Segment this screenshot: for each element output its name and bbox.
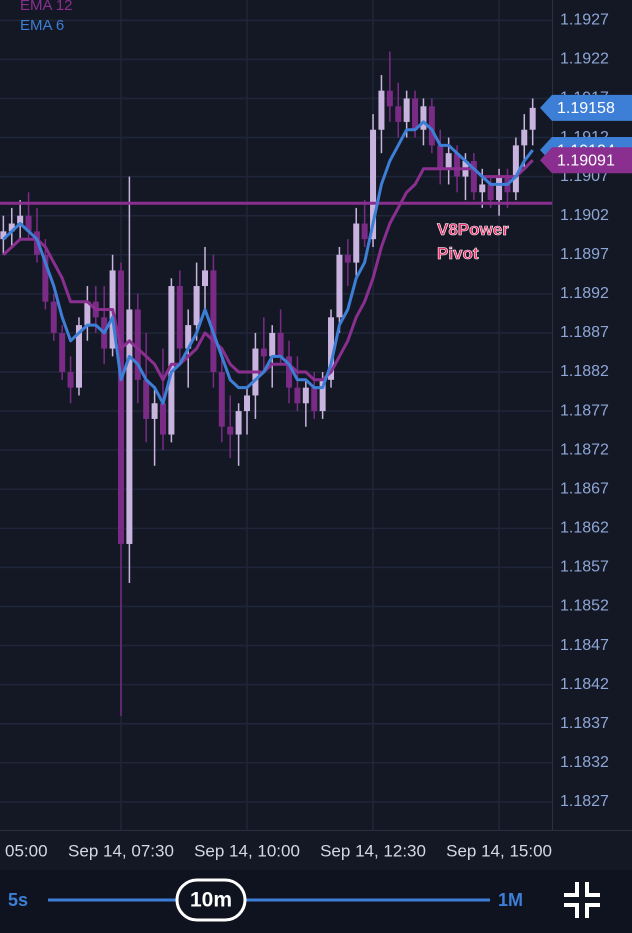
candle-body [454, 153, 461, 177]
candle-body [193, 286, 200, 326]
candle-body [269, 332, 276, 357]
y-tick-label: 1.1872 [560, 441, 609, 458]
candle-body [378, 90, 385, 130]
candle-body [75, 325, 82, 388]
y-tick-label: 1.1837 [560, 715, 609, 732]
candle-body [328, 317, 335, 380]
candle-body [403, 98, 410, 122]
timeframe-thumb[interactable] [175, 878, 247, 922]
candle-body [437, 145, 444, 169]
timeframe-selected[interactable]: 10m [190, 889, 232, 912]
candle-body [210, 270, 217, 373]
candle-body [386, 90, 393, 107]
candle-body [67, 372, 74, 388]
x-tick-label: Sep 14, 07:30 [68, 841, 174, 860]
candle-body [134, 309, 141, 380]
candle-body [370, 129, 377, 240]
candle-body [176, 286, 183, 349]
y-tick-label: 1.1832 [560, 754, 609, 771]
candle-body [42, 254, 49, 302]
candle-body [227, 426, 234, 435]
candle-body [521, 129, 528, 146]
candle-body [143, 379, 150, 419]
candle-body [496, 176, 503, 201]
y-tick-label: 1.1927 [560, 12, 609, 29]
candle-body [50, 301, 57, 333]
pivot-label: V8Power Pivot [437, 221, 509, 264]
ema12-tag: 1.19091 [557, 152, 615, 169]
y-tick-label: 1.1887 [560, 324, 609, 341]
y-tick-label: 1.1892 [560, 285, 609, 302]
candle-body [470, 160, 477, 193]
timeframe-min[interactable]: 5s [8, 890, 28, 910]
candle-body [336, 254, 343, 318]
candle-body [202, 270, 209, 287]
candle-body [319, 379, 326, 412]
y-tick-label: 1.1882 [560, 363, 609, 380]
last-price-tag-bg [540, 94, 632, 121]
y-tick-label: 1.1897 [560, 246, 609, 263]
candle-body [17, 215, 24, 224]
candle-body [84, 301, 91, 326]
ema-line [2, 120, 534, 405]
candle-body [59, 332, 66, 373]
candle-body [302, 387, 309, 404]
candle-body [344, 254, 351, 263]
candle-body [395, 106, 402, 122]
candle-body [260, 348, 267, 357]
x-tick-label: Sep 14, 10:00 [194, 841, 300, 860]
last-price-tag: 1.19158 [557, 100, 615, 117]
candle-body [428, 106, 435, 146]
fullscreen-button[interactable] [564, 882, 600, 918]
candle-body [126, 309, 133, 544]
candle-body [529, 107, 536, 130]
candle-body [311, 387, 318, 412]
ema12-tag-bg [540, 147, 632, 174]
x-tick-label: 05:00 [5, 841, 48, 860]
candle-body [445, 153, 452, 169]
candle-body [151, 403, 158, 419]
y-tick-label: 1.1862 [560, 520, 609, 537]
y-tick-label: 1.1877 [560, 402, 609, 419]
y-tick-label: 1.1922 [560, 51, 609, 68]
candle-body [361, 223, 368, 240]
candle-body [218, 372, 225, 427]
candle-body [277, 332, 284, 357]
candle-body [353, 223, 360, 263]
timeframe-max[interactable]: 1M [498, 890, 523, 910]
candle-body [0, 231, 7, 240]
y-tick-label: 1.1857 [560, 559, 609, 576]
y-tick-label: 1.1902 [560, 207, 609, 224]
candle-body [412, 98, 419, 130]
candle-body [286, 356, 293, 388]
ema-line [2, 159, 534, 382]
candle-body [420, 106, 427, 130]
y-tick-label: 1.1827 [560, 793, 609, 810]
candle-body [159, 403, 166, 435]
candle-body [244, 395, 251, 412]
candle-body [235, 411, 242, 435]
x-tick-label: Sep 14, 15:00 [446, 841, 552, 860]
y-tick-label: 1.1842 [560, 676, 609, 693]
candle-body [479, 184, 486, 193]
candle-body [185, 325, 192, 349]
candle-body [168, 286, 175, 435]
legend-entry: EMA 12 [20, 0, 73, 14]
candle-body [512, 145, 519, 193]
y-tick-label: 1.1852 [560, 598, 609, 615]
candle-body [487, 184, 494, 201]
candle-body [117, 270, 124, 544]
legend-entry: EMA 6 [20, 17, 64, 34]
candle-body [8, 223, 15, 232]
y-tick-label: 1.1867 [560, 480, 609, 497]
candle-body [25, 215, 32, 232]
x-tick-label: Sep 14, 12:30 [320, 841, 426, 860]
y-tick-label: 1.1847 [560, 637, 609, 654]
candle-body [294, 387, 301, 404]
